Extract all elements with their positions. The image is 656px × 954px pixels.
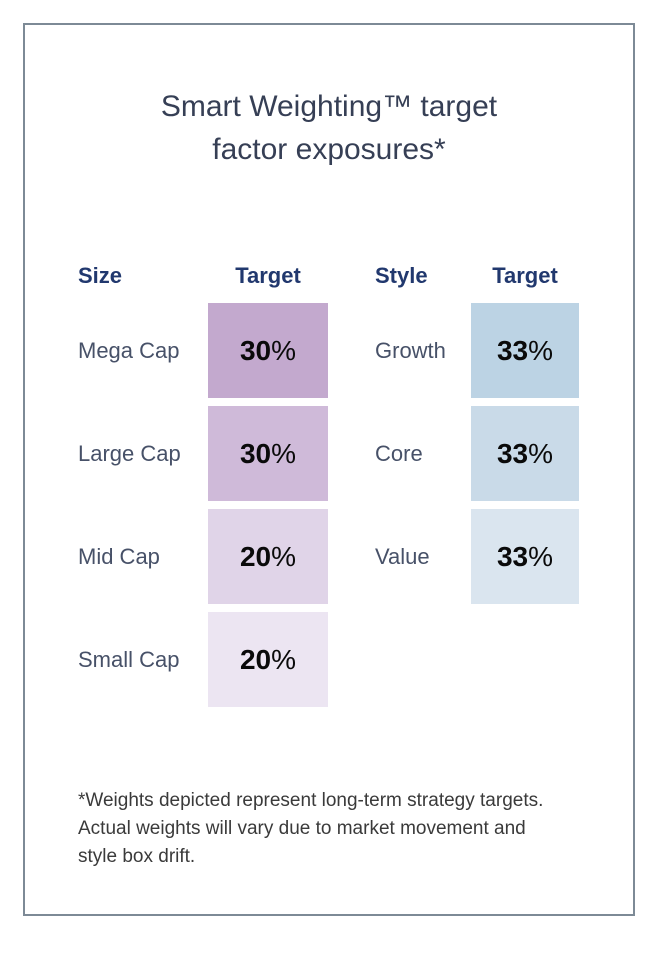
size-row-label-small-cap: Small Cap [78,646,180,672]
percent-sign: % [528,334,554,366]
style-row-label-value: Value [375,543,430,569]
target-value: 30 [239,437,272,469]
size-target-cell-mega-cap: 30% [208,303,328,398]
target-value: 33 [496,540,529,572]
percent-sign: % [271,437,297,469]
footnote-line1: *Weights depicted represent long-term st… [78,790,544,811]
footnote: *Weights depicted represent long-term st… [78,787,598,871]
factor-exposure-card: Smart Weighting™ target factor exposures… [23,23,635,916]
target-value: 33 [496,334,529,366]
footnote-line2: Actual weights will vary due to market m… [78,818,526,839]
size-column-header: Size [78,263,123,288]
footnote-line3: style box drift. [78,846,196,867]
style-row-label-core: Core [375,440,423,466]
percent-sign: % [271,334,297,366]
style-column-header: Style [375,263,428,288]
target-value: 20 [239,540,272,572]
size-target-column-header: Target [235,263,301,288]
style-target-column-header: Target [492,263,558,288]
size-target-cell-small-cap: 20% [208,612,328,707]
chart-title: Smart Weighting™ target factor exposures… [25,85,633,171]
percent-sign: % [271,540,297,572]
size-row-label-large-cap: Large Cap [78,440,181,466]
style-target-cell-value: 33% [471,509,579,604]
percent-sign: % [528,437,554,469]
size-row-label-mega-cap: Mega Cap [78,337,180,363]
style-target-cell-core: 33% [471,406,579,501]
style-target-cell-growth: 33% [471,303,579,398]
chart-title-line2: factor exposures* [212,133,446,166]
size-target-cell-large-cap: 30% [208,406,328,501]
size-row-label-mid-cap: Mid Cap [78,543,160,569]
target-value: 33 [496,437,529,469]
size-target-cell-mid-cap: 20% [208,509,328,604]
target-value: 30 [239,334,272,366]
percent-sign: % [271,643,297,675]
style-row-label-growth: Growth [375,337,446,363]
chart-title-line1: Smart Weighting™ target [160,90,498,123]
target-value: 20 [239,643,272,675]
percent-sign: % [528,540,554,572]
